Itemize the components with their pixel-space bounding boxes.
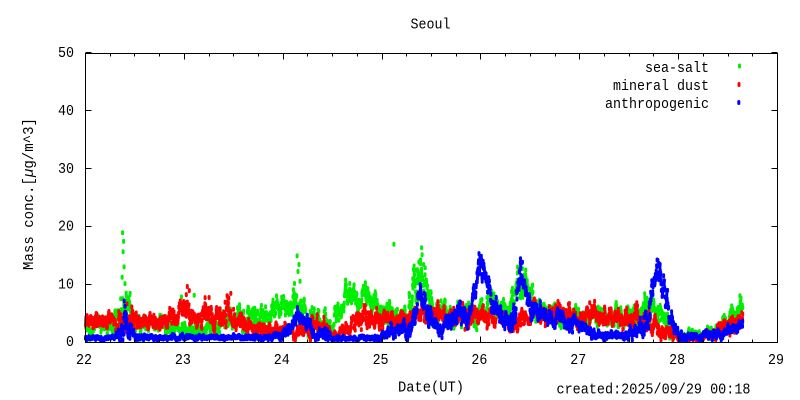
svg-text:anthropogenic: anthropogenic <box>605 96 709 113</box>
svg-text:Date(UT): Date(UT) <box>398 380 464 397</box>
svg-text:27: 27 <box>570 352 586 369</box>
svg-text:24: 24 <box>274 352 290 369</box>
svg-text:created:2025/09/29 00:18: created:2025/09/29 00:18 <box>557 382 751 399</box>
svg-text:20: 20 <box>58 219 74 236</box>
svg-text:23: 23 <box>175 352 191 369</box>
svg-text:sea-salt: sea-salt <box>645 60 709 77</box>
svg-text:29: 29 <box>768 352 784 369</box>
svg-text:mineral dust: mineral dust <box>613 78 709 95</box>
svg-text:50: 50 <box>58 45 74 62</box>
svg-text:Mass conc.[µg/m^3]: Mass conc.[µg/m^3] <box>21 118 38 270</box>
svg-text:0: 0 <box>66 334 74 351</box>
svg-text:26: 26 <box>471 352 487 369</box>
svg-text:10: 10 <box>58 276 74 293</box>
svg-text:40: 40 <box>58 103 74 120</box>
svg-text:25: 25 <box>373 352 389 369</box>
svg-text:22: 22 <box>76 352 92 369</box>
svg-text:30: 30 <box>58 161 74 178</box>
svg-text:28: 28 <box>669 352 685 369</box>
svg-text:Seoul: Seoul <box>411 17 451 34</box>
